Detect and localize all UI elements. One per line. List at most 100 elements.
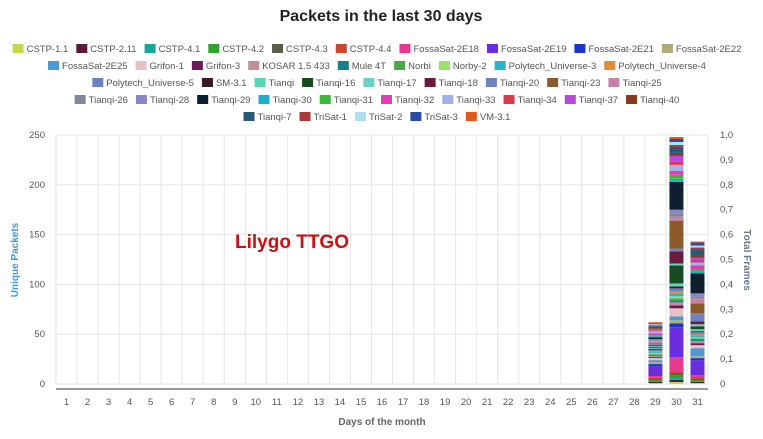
bar-segment[interactable] [648,348,663,350]
legend-label[interactable]: FossaSat-2E25 [62,61,127,72]
legend-label[interactable]: CSTP-4.3 [286,44,328,55]
legend-swatch[interactable] [76,44,88,53]
bar-segment[interactable] [690,380,705,382]
bar-segment[interactable] [690,296,705,299]
legend-swatch[interactable] [135,61,147,70]
legend-label[interactable]: Tianqi-34 [518,95,557,106]
legend-swatch[interactable] [243,112,255,121]
bar-segment[interactable] [690,381,705,383]
bar-segment[interactable] [690,293,705,297]
bar-segment[interactable] [648,376,663,379]
bar-segment[interactable] [648,323,663,325]
bar-segment[interactable] [669,144,684,147]
bar-segment[interactable] [669,373,684,376]
bar-segment[interactable] [690,255,705,258]
bar-segment[interactable] [669,141,684,145]
bar-segment[interactable] [690,348,705,357]
bar-segment[interactable] [690,260,705,263]
legend-label[interactable]: CSTP-2.11 [90,44,136,55]
bar-segment[interactable] [690,269,705,272]
legend-swatch[interactable] [248,61,260,70]
bar-segment[interactable] [648,337,663,340]
bar-segment[interactable] [690,249,705,256]
legend-swatch[interactable] [337,61,349,70]
bar-segment[interactable] [690,360,705,376]
bar-segment[interactable] [669,293,684,297]
bar-segment[interactable] [669,174,684,179]
bar-segment[interactable] [690,245,705,248]
legend-label[interactable]: Tianqi-29 [211,95,250,106]
legend-label[interactable]: FossaSat-2E22 [676,44,741,55]
bar-segment[interactable] [648,364,663,367]
legend-swatch[interactable] [135,95,147,104]
legend-swatch[interactable] [381,95,392,104]
legend-label[interactable]: Tianqi-18 [439,78,478,89]
legend-label[interactable]: Tianqi-30 [272,95,311,106]
bar-segment[interactable] [669,216,684,221]
bar-segment[interactable] [669,380,684,383]
legend-label[interactable]: Tianqi-32 [395,95,434,106]
bar-segment[interactable] [669,220,684,249]
legend-label[interactable]: Tianqi-20 [500,78,539,89]
legend-label[interactable]: Norby-2 [453,61,487,72]
bar-segment[interactable] [648,357,663,359]
bar-segment[interactable] [669,209,684,214]
bar-segment[interactable] [690,329,705,332]
legend-label[interactable]: TriSat-2 [369,112,402,123]
legend-swatch[interactable] [254,78,266,87]
bar-segment[interactable] [669,308,684,317]
legend-label[interactable]: Mule 4T [352,61,387,72]
legend-swatch[interactable] [465,112,477,121]
bar-segment[interactable] [648,336,663,338]
bar-segment[interactable] [648,339,663,341]
legend-swatch[interactable] [574,44,586,53]
bar-segment[interactable] [690,337,705,339]
bar-segment[interactable] [648,333,663,336]
legend-label[interactable]: Tianqi-17 [377,78,416,89]
legend-label[interactable]: FossaSat-2E21 [588,44,653,55]
legend-swatch[interactable] [319,95,331,104]
bar-segment[interactable] [648,354,663,356]
legend-swatch[interactable] [92,78,104,87]
bar-segment[interactable] [648,356,663,358]
legend-swatch[interactable] [272,44,284,53]
bar-segment[interactable] [648,353,663,355]
bar-segment[interactable] [648,350,663,352]
legend-swatch[interactable] [608,78,620,87]
bar-segment[interactable] [690,247,705,250]
legend-swatch[interactable] [564,95,576,104]
bar-segment[interactable] [690,271,705,274]
legend-swatch[interactable] [363,78,375,87]
bar-segment[interactable] [690,242,705,246]
bar-segment[interactable] [648,351,663,353]
bar-segment[interactable] [648,335,663,337]
legend-label[interactable]: Polytech_Universe-4 [618,61,706,72]
legend-label[interactable]: CSTP-4.2 [222,44,264,55]
legend-swatch[interactable] [354,112,366,121]
bar-segment[interactable] [648,345,663,347]
legend-label[interactable]: Grifon-1 [150,61,184,72]
legend-swatch[interactable] [442,95,454,104]
legend-label[interactable]: TriSat-3 [424,112,457,123]
bar-segment[interactable] [669,375,684,379]
legend-swatch[interactable] [399,44,411,53]
bar-segment[interactable] [669,251,684,264]
bar-segment[interactable] [690,324,705,327]
legend-swatch[interactable] [486,44,498,53]
bar-segment[interactable] [690,265,705,270]
bar-segment[interactable] [669,286,684,289]
legend-label[interactable]: Tianqi-37 [579,95,618,106]
bar-segment[interactable] [690,273,705,294]
bar-segment[interactable] [648,343,663,345]
bar-segment[interactable] [669,248,684,252]
legend-swatch[interactable] [604,61,616,70]
bar-segment[interactable] [648,347,663,349]
bar-segment[interactable] [669,164,684,171]
bar-segment[interactable] [648,358,663,361]
bar-segment[interactable] [648,329,663,331]
bar-segment[interactable] [648,380,663,382]
bar-segment[interactable] [648,383,663,384]
legend-swatch[interactable] [503,95,515,104]
legend-swatch[interactable] [258,95,270,104]
legend-swatch[interactable] [394,61,406,70]
